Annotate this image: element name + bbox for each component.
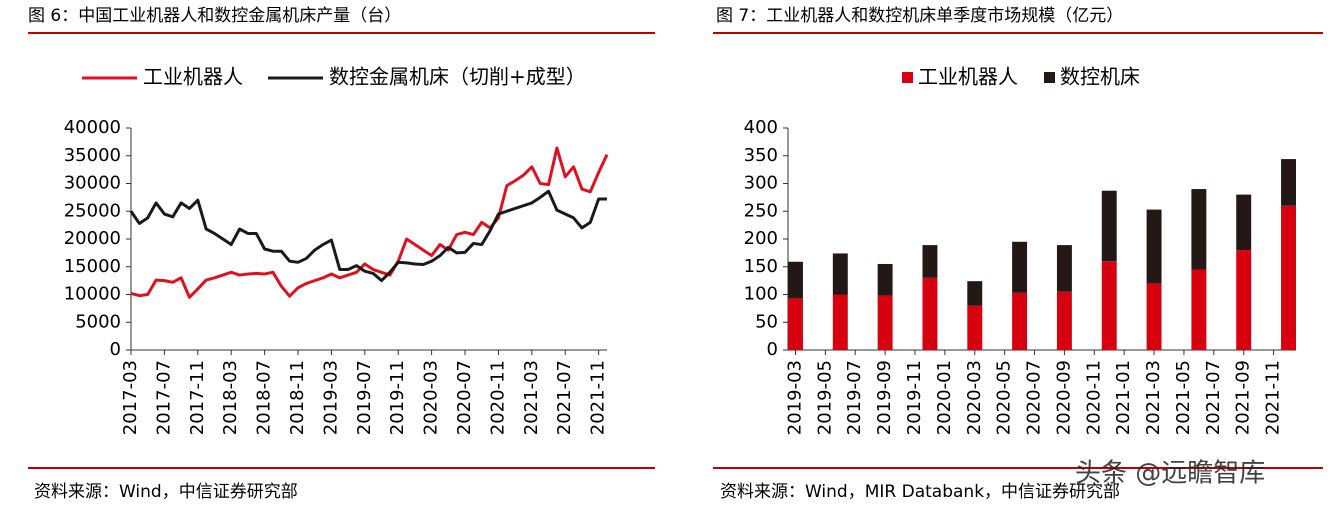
- bar-segment: [1236, 250, 1252, 350]
- bar-segment: [877, 263, 893, 296]
- x-tick-label: 2019-11: [904, 360, 925, 435]
- bar-segment: [832, 253, 848, 295]
- x-tick-label: 2020-01: [934, 360, 955, 435]
- y-tick-label: 250: [744, 200, 778, 221]
- y-tick-label: 200: [744, 228, 778, 249]
- x-tick-label: 2018-11: [287, 360, 308, 435]
- x-tick-label: 2020-03: [964, 360, 985, 435]
- bar-segment: [922, 245, 938, 278]
- bar-segment: [1191, 189, 1207, 270]
- x-tick-label: 2021-01: [1113, 360, 1134, 435]
- x-tick-label: 2020-07: [1024, 360, 1045, 435]
- bar-segment: [1236, 194, 1252, 251]
- y-tick-label: 30000: [64, 173, 121, 194]
- x-tick-label: 2017-03: [120, 360, 141, 435]
- x-tick-label: 2019-03: [784, 360, 805, 435]
- bar-segment: [1012, 241, 1028, 293]
- y-tick-label: 50: [755, 311, 778, 332]
- y-tick-label: 40000: [64, 117, 121, 138]
- x-tick-label: 2020-07: [454, 360, 475, 435]
- bar-segment: [877, 295, 893, 350]
- bar-segment: [967, 305, 983, 350]
- bar-segment: [1101, 261, 1117, 350]
- y-tick-label: 25000: [64, 200, 121, 221]
- legend-label: 数控机床: [1060, 65, 1140, 89]
- x-tick-label: 2019-03: [320, 360, 341, 435]
- line-series: [130, 146, 609, 299]
- y-tick-label: 35000: [64, 145, 121, 166]
- bar-segment: [788, 261, 803, 299]
- x-tick-label: 2021-07: [1203, 360, 1224, 435]
- bar-segment: [1146, 209, 1162, 284]
- x-tick-label: 2020-09: [1053, 360, 1074, 435]
- chart-title: 图 7：工业机器人和数控机床单季度市场规模（亿元）: [716, 6, 1123, 26]
- legend-label: 数控金属机床（切削+成型）: [329, 65, 586, 89]
- x-tick-label: 2019-07: [354, 360, 375, 435]
- x-tick-label: 2018-03: [220, 360, 241, 435]
- y-tick-label: 0: [110, 339, 121, 360]
- x-tick-label: 2017-11: [187, 360, 208, 435]
- x-tick-label: 2021-11: [588, 360, 609, 435]
- bar-segment: [1191, 269, 1207, 350]
- source-note: 资料来源：Wind，中信证券研究部: [34, 482, 298, 502]
- x-tick-label: 2021-03: [521, 360, 542, 435]
- x-tick-label: 2020-05: [994, 360, 1015, 435]
- y-tick-label: 350: [744, 145, 778, 166]
- bar-segment: [1281, 205, 1296, 350]
- x-tick-label: 2019-05: [814, 360, 835, 435]
- legend-swatch: [1044, 72, 1055, 83]
- x-tick-label: 2021-11: [1263, 360, 1284, 435]
- x-tick-label: 2021-05: [1173, 360, 1194, 435]
- legend-label: 工业机器人: [918, 65, 1018, 89]
- watermark: 头条 @远瞻智库: [1075, 459, 1265, 489]
- x-tick-label: 2021-07: [554, 360, 575, 435]
- bar-segment: [967, 281, 983, 306]
- bar-segment: [922, 277, 938, 350]
- bar-segment: [1146, 283, 1162, 350]
- x-tick-label: 2020-11: [487, 360, 508, 435]
- y-tick-label: 5000: [75, 311, 121, 332]
- x-tick-label: 2019-11: [387, 360, 408, 435]
- line-series: [129, 189, 607, 283]
- x-tick-label: 2020-03: [421, 360, 442, 435]
- y-tick-label: 0: [767, 339, 778, 360]
- y-tick-label: 400: [744, 117, 778, 138]
- x-tick-label: 2020-11: [1083, 360, 1104, 435]
- x-tick-label: 2019-07: [844, 360, 865, 435]
- x-tick-label: 2017-07: [153, 360, 174, 435]
- x-tick-label: 2019-09: [874, 360, 895, 435]
- y-tick-label: 300: [744, 173, 778, 194]
- bar-segment: [788, 298, 803, 350]
- bar-segment: [1056, 245, 1072, 292]
- bar-segment: [1101, 190, 1117, 262]
- y-tick-label: 15000: [64, 256, 121, 277]
- bar-segment: [1012, 292, 1028, 350]
- chart-title: 图 6：中国工业机器人和数控金属机床产量（台）: [28, 6, 401, 26]
- legend-swatch: [902, 72, 913, 83]
- y-tick-label: 150: [744, 256, 778, 277]
- legend-label: 工业机器人: [143, 65, 243, 89]
- bar-segment: [1056, 291, 1072, 350]
- y-tick-label: 10000: [64, 284, 121, 305]
- y-tick-label: 20000: [64, 228, 121, 249]
- x-tick-label: 2018-07: [254, 360, 275, 435]
- x-tick-label: 2021-03: [1143, 360, 1164, 435]
- x-tick-label: 2021-09: [1233, 360, 1254, 435]
- y-tick-label: 100: [744, 284, 778, 305]
- bar-segment: [832, 294, 848, 350]
- bar-segment: [1281, 159, 1296, 206]
- source-note: 资料来源：Wind，MIR Databank，中信证券研究部: [720, 482, 1120, 502]
